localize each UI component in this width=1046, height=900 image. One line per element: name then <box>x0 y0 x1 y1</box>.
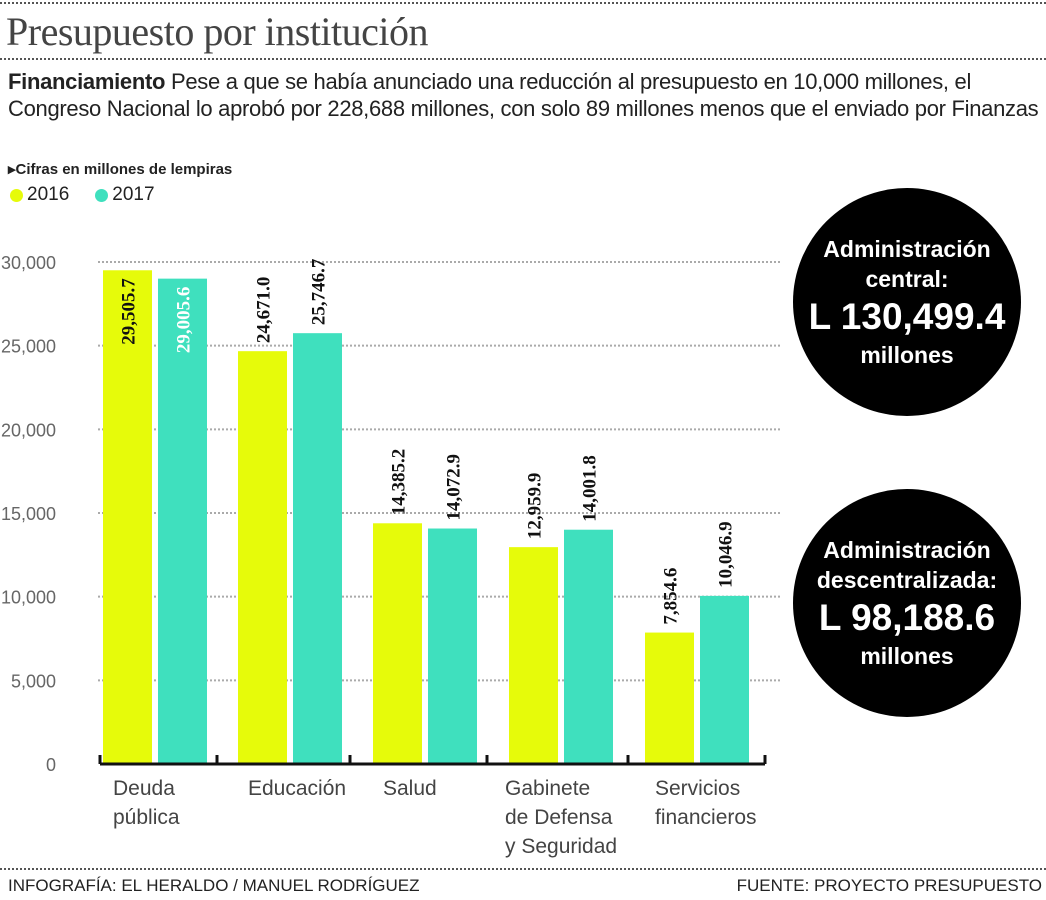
data-label: 7,854.6 <box>661 568 682 625</box>
bar-2017 <box>564 529 613 764</box>
category-label: Servicios <box>655 777 740 800</box>
credit: INFOGRAFÍA: EL HERALDO / MANUEL RODRÍGUE… <box>8 876 420 895</box>
bar-2016 <box>238 351 287 764</box>
y-tick-label: 15,000 <box>1 504 56 524</box>
callout-unit: millones <box>860 643 954 669</box>
bar-2016 <box>103 270 152 764</box>
callout-amount: L 98,188.6 <box>818 597 996 638</box>
bar-2017 <box>428 528 477 764</box>
data-label: 29,505.7 <box>119 278 140 345</box>
legend-item-2017: 2017 <box>95 184 155 206</box>
callout-amount: L 130,499.4 <box>808 296 1006 337</box>
data-label: 24,671.0 <box>254 277 275 344</box>
callout-unit: millones <box>860 342 954 368</box>
divider <box>0 868 1046 870</box>
bar-2017 <box>700 595 749 764</box>
callout-descentralizada: Administración descentralizada: L 98,188… <box>793 489 1021 717</box>
legend-label: 2016 <box>27 184 70 205</box>
data-label: 10,046.9 <box>716 521 737 588</box>
bar-2016 <box>509 547 558 764</box>
category-label: Gabinete <box>505 777 590 800</box>
legend-swatch <box>95 188 109 202</box>
intro-lead: Financiamiento <box>8 69 166 94</box>
category-label: Deuda <box>113 777 175 800</box>
legend: 2016 2017 <box>10 184 155 206</box>
y-tick-label: 5,000 <box>11 671 56 691</box>
category-label: de Defensa <box>505 806 613 829</box>
category-label: y Seguridad <box>505 835 617 858</box>
data-label: 14,072.9 <box>444 454 465 521</box>
y-tick-label: 20,000 <box>1 420 56 440</box>
units-note: ▸Cifras en millones de lempiras <box>8 161 233 178</box>
page-title: Presupuesto por institución <box>6 9 429 54</box>
bar-2017 <box>158 278 207 764</box>
legend-label: 2017 <box>112 184 155 205</box>
data-label: 14,385.2 <box>389 449 410 516</box>
data-label: 12,959.9 <box>525 473 546 540</box>
bar-2016 <box>373 523 422 764</box>
y-tick-label: 25,000 <box>1 337 56 357</box>
data-label: 14,001.8 <box>580 455 601 522</box>
y-tick-label: 30,000 <box>1 253 56 273</box>
category-label: financieros <box>655 806 757 829</box>
data-label: 29,005.6 <box>174 287 195 354</box>
legend-item-2016: 2016 <box>10 184 69 206</box>
callout-label: Administración central: <box>823 236 991 292</box>
category-label: Educación <box>248 777 346 800</box>
callout-label: Administración descentralizada: <box>816 537 998 593</box>
y-tick-label: 10,000 <box>1 588 56 608</box>
divider <box>0 58 1046 60</box>
source: FUENTE: PROYECTO PRESUPUESTO <box>736 876 1042 895</box>
callout-central: Administración central: L 130,499.4 mill… <box>793 188 1021 416</box>
divider <box>0 2 1046 4</box>
data-label: 25,746.7 <box>309 258 330 325</box>
intro-text: Financiamiento Pese a que se había anunc… <box>8 68 1043 122</box>
bar-2017 <box>293 333 342 764</box>
legend-swatch <box>10 188 23 202</box>
intro-body: Pese a que se había anunciado una reducc… <box>8 69 1039 121</box>
category-label: Salud <box>383 777 437 800</box>
y-tick-label: 0 <box>46 755 56 775</box>
category-label: pública <box>113 806 180 829</box>
bar-2016 <box>645 632 694 764</box>
